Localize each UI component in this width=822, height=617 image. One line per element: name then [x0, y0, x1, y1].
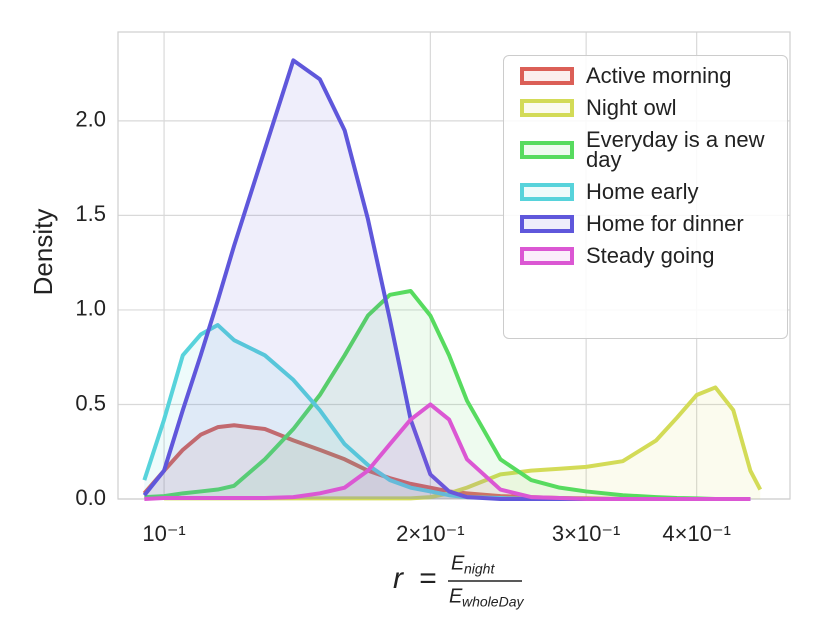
area-fill — [164, 387, 761, 499]
area-fill — [144, 60, 751, 500]
y-tick-label: 2.0 — [75, 107, 106, 132]
x-tick-label: 4×10⁻¹ — [662, 521, 731, 546]
y-tick-label: 0.5 — [75, 390, 106, 415]
y-tick-label: 1.0 — [75, 296, 106, 321]
legend-swatch — [520, 247, 574, 265]
x-tick-label: 2×10⁻¹ — [396, 521, 465, 546]
x-tick-label: 3×10⁻¹ — [552, 521, 621, 546]
legend-entry: Active morning — [520, 63, 787, 88]
area-fill — [144, 325, 751, 499]
x-label-denominator-subscript: wholeDay — [462, 594, 524, 610]
legend-label: Steady going — [586, 243, 715, 268]
legend-label: Everyday is a new day — [586, 127, 765, 172]
legend-swatch — [520, 67, 574, 85]
legend: Active morning Night owl Everyday is a new… — [503, 55, 788, 339]
legend-label: Active morning — [586, 63, 732, 88]
y-tick-label: 1.5 — [75, 201, 106, 226]
x-label-numerator: E — [451, 552, 465, 574]
legend-swatch — [520, 141, 574, 159]
legend-entry: Night owl — [520, 95, 787, 120]
x-tick-label: 10⁻¹ — [142, 521, 185, 546]
legend-entry: Everyday is a new day — [520, 127, 787, 172]
area-fill — [144, 404, 751, 499]
legend-label: Home for dinner — [586, 211, 744, 236]
x-label-equals: = — [419, 562, 437, 595]
legend-swatch — [520, 183, 574, 201]
plot-frame — [117, 31, 791, 500]
y-axis-label: Density — [28, 209, 58, 296]
y-tick-label: 0.0 — [75, 485, 106, 510]
legend-label: Night owl — [586, 95, 677, 120]
legend-entry: Home for dinner — [520, 211, 787, 236]
x-label-variable: r — [393, 562, 404, 595]
x-label-denominator: E — [449, 585, 463, 607]
legend-swatch — [520, 215, 574, 233]
legend-swatch — [520, 99, 574, 117]
area-fill — [144, 291, 751, 499]
legend-entry: Steady going — [520, 243, 787, 268]
legend-entry: Home early — [520, 179, 787, 204]
x-label-numerator-subscript: night — [464, 561, 495, 577]
legend-label: Home early — [586, 179, 699, 204]
area-fill — [144, 425, 751, 499]
density-line — [144, 402, 751, 501]
